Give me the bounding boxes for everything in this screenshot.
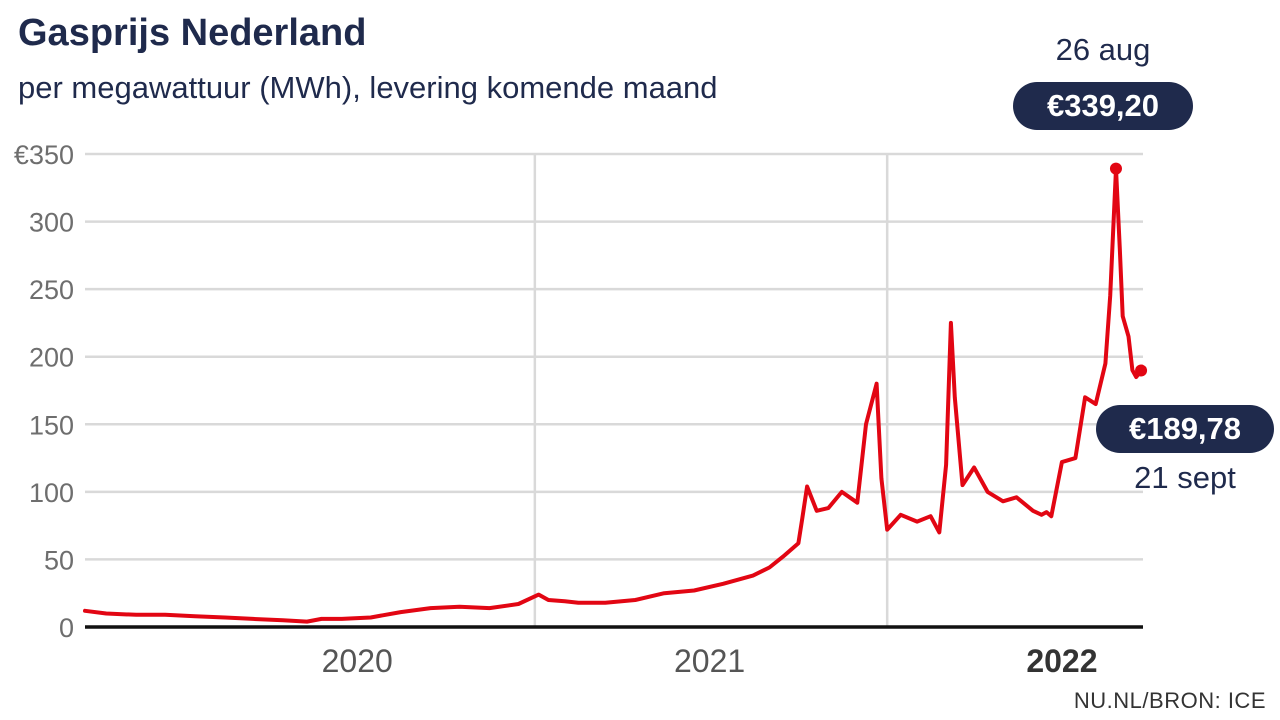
- chart-title: Gasprijs Nederland: [18, 12, 367, 54]
- y-tick-label: 150: [29, 410, 74, 440]
- latest-date-label: 21 sept: [1134, 460, 1236, 495]
- y-tick-label: 100: [29, 478, 74, 508]
- y-tick-label: 200: [29, 343, 74, 373]
- y-tick-label: 50: [44, 545, 74, 575]
- latest-point-marker: [1135, 364, 1148, 377]
- peak-point-marker: [1109, 162, 1122, 175]
- peak-value-badge: €339,20: [1013, 82, 1193, 130]
- y-tick-label: 300: [29, 208, 74, 238]
- price-series-line: [83, 166, 1144, 624]
- source-credit: NU.NL/BRON: ICE: [1073, 688, 1266, 713]
- y-tick-label: 0: [59, 613, 74, 643]
- x-tick-label: 2020: [322, 643, 393, 679]
- markers: [1109, 162, 1148, 377]
- peak-date-label: 26 aug: [1055, 32, 1151, 67]
- chart-subtitle: per megawattuur (MWh), levering komende …: [18, 70, 718, 105]
- x-tick-label: 2021: [674, 643, 745, 679]
- gridlines: [85, 152, 1143, 629]
- x-tick-label: 2022: [1026, 643, 1097, 679]
- y-axis-ticks: 0 50 100 150 200 250 300 €350: [14, 140, 74, 643]
- series-layer: [83, 166, 1144, 624]
- x-axis-ticks: 2020 2021 2022: [322, 643, 1098, 679]
- latest-value-badge: €189,78: [1096, 405, 1274, 453]
- y-tick-label: €350: [14, 140, 74, 170]
- y-tick-label: 250: [29, 275, 74, 305]
